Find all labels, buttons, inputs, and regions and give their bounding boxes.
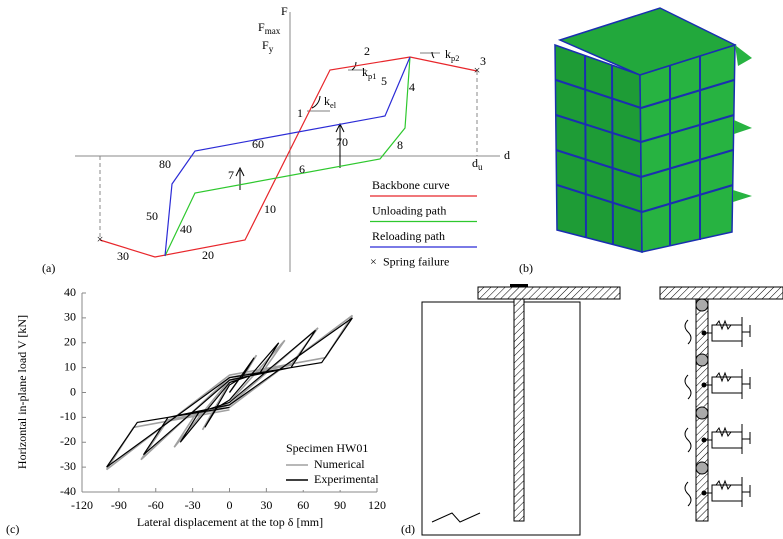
y-tick-label: -20 — [60, 434, 76, 448]
panel-label: (b) — [519, 261, 533, 275]
kp1-label: kp1 — [362, 65, 376, 81]
break-symbol — [432, 513, 480, 522]
slab-edge — [735, 45, 752, 66]
panel-d — [422, 284, 783, 535]
path-number: 1 — [297, 106, 303, 120]
kp2-label-sub: p2 — [451, 54, 459, 63]
path-number: 7 — [228, 168, 234, 182]
y-tick-label: 20 — [64, 335, 76, 349]
panel-label: (d) — [401, 522, 415, 536]
slab-edge — [734, 120, 752, 134]
panel-b-model — [555, 8, 752, 252]
force-axis-label: F — [281, 4, 288, 18]
y-tick-label: 40 — [64, 285, 76, 299]
x-axis-label: Lateral displacement at the top δ [mm] — [137, 515, 323, 529]
x-tick-label: 60 — [297, 498, 309, 512]
kel-label: kel — [324, 94, 337, 110]
wall-face — [555, 45, 642, 252]
x-tick-label: 0 — [227, 498, 233, 512]
page: Figure html, body { margin: 0; padding: … — [0, 0, 783, 539]
path-number: 3 — [480, 54, 486, 68]
curve — [100, 57, 477, 257]
du-label: du — [472, 156, 483, 172]
y-tick-label: 30 — [64, 310, 76, 324]
fy-label: Fy — [262, 38, 274, 54]
y-tick-label: -10 — [60, 409, 76, 423]
disp-axis-label: d — [504, 148, 510, 162]
path-number: 6 — [299, 162, 305, 176]
kp1-label-sub: p1 — [368, 72, 376, 81]
wall-column — [514, 299, 524, 521]
path-number: 10 — [264, 202, 276, 216]
x-tick-label: -90 — [111, 498, 127, 512]
path-number: 30 — [117, 249, 129, 263]
panel-label: (a) — [42, 261, 55, 275]
path-number: 20 — [202, 248, 214, 262]
legend-label: Numerical — [314, 457, 365, 471]
top-beam — [478, 287, 620, 299]
du-label-sub: u — [478, 162, 483, 172]
legend-marker: × — [370, 254, 377, 268]
path-number: 50 — [146, 209, 158, 223]
legend-label: Experimental — [314, 472, 379, 486]
model-frame — [422, 302, 580, 535]
path-number: 5 — [381, 74, 387, 88]
x-tick-label: -120 — [71, 498, 93, 512]
kp2-label: kp2 — [445, 47, 459, 63]
top-beam — [660, 287, 783, 299]
y-tick-label: -40 — [60, 484, 76, 498]
y-axis-label: Horizontal in-plane load V [kN] — [15, 315, 29, 469]
path-number: 80 — [159, 157, 171, 171]
path-number: 60 — [252, 137, 264, 151]
legend-title: Specimen HW01 — [286, 441, 368, 455]
kel-label-sub: el — [330, 101, 337, 110]
load-plate — [510, 284, 528, 287]
x-tick-label: -30 — [185, 498, 201, 512]
fmax-label-sub: max — [265, 26, 281, 36]
wall-face — [640, 45, 735, 252]
path-number: 4 — [409, 80, 415, 94]
legend-label: Reloading path — [372, 229, 445, 243]
y-tick-label: 10 — [64, 359, 76, 373]
page-body: { "panel_a": { "label": "(a)", "axis_for… — [0, 0, 783, 539]
fy-label-sub: y — [269, 44, 274, 54]
y-tick-label: -30 — [60, 459, 76, 473]
panel-label: (c) — [6, 522, 19, 536]
fmax-label: Fmax — [258, 20, 281, 36]
x-tick-label: -60 — [148, 498, 164, 512]
x-tick-label: 30 — [260, 498, 272, 512]
figure: (a) (b) (c) (d) Lateral displacement at … — [0, 0, 783, 539]
x-tick-label: 90 — [334, 498, 346, 512]
springs — [685, 317, 750, 507]
path-number: 70 — [336, 135, 348, 149]
y-tick-label: 0 — [70, 384, 76, 398]
legend-label: Backbone curve — [372, 178, 450, 192]
path-number: 2 — [364, 44, 370, 58]
legend-label: Unloading path — [372, 203, 446, 217]
path-number: 40 — [180, 222, 192, 236]
legend-label: Spring failure — [383, 254, 449, 268]
slab-edge — [733, 190, 752, 202]
failure-marker: × — [97, 232, 104, 246]
x-tick-label: 120 — [368, 498, 386, 512]
path-number: 8 — [397, 138, 403, 152]
